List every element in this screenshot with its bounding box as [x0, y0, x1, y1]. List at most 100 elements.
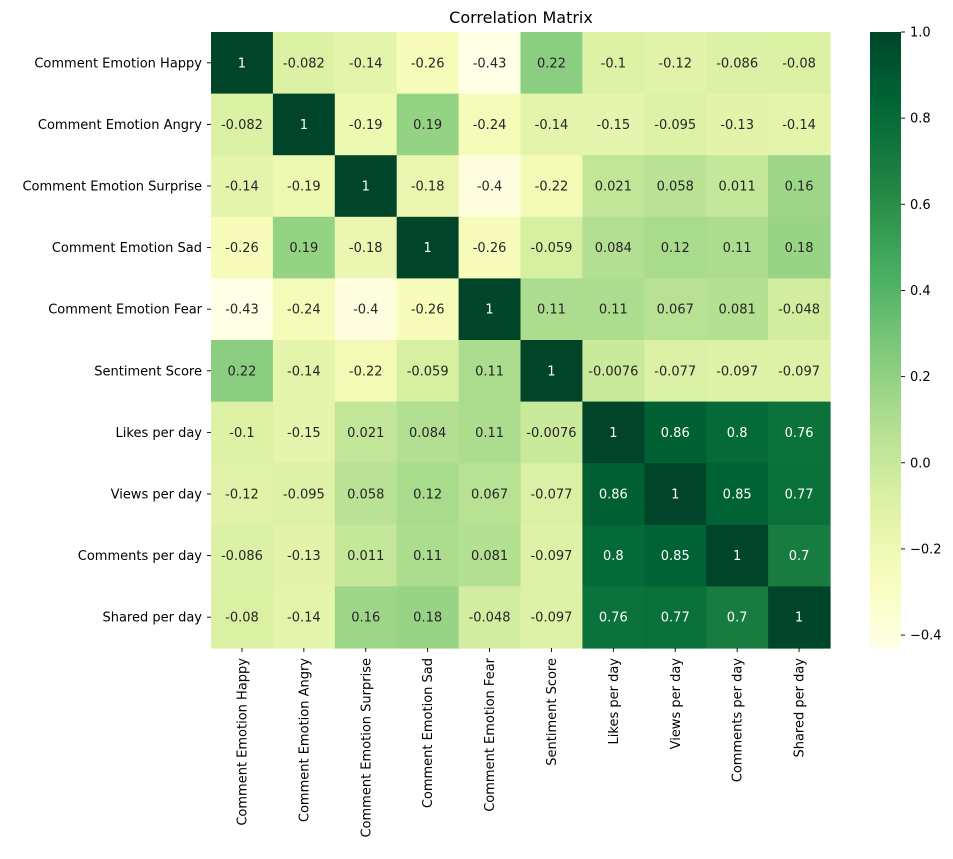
heatmap-cell-label: -0.097	[716, 364, 758, 379]
heatmap-cell-label: -0.08	[225, 611, 259, 626]
heatmap-cell-label: 0.067	[471, 488, 508, 503]
heatmap-cell-label: 0.22	[227, 364, 256, 379]
heatmap-cell	[334, 93, 398, 156]
heatmap-cell	[582, 278, 645, 341]
heatmap-cell-label: -0.43	[225, 303, 259, 318]
heatmap-cell-label: -0.077	[654, 364, 696, 379]
colorbar-tick-label: 0.0	[910, 456, 931, 471]
heatmap-cell-label: -0.15	[287, 426, 321, 441]
y-axis-tick-label: Comment Emotion Happy	[34, 56, 202, 71]
heatmap-cell	[334, 401, 398, 464]
heatmap-cell	[458, 93, 522, 156]
heatmap-cell	[334, 32, 398, 95]
heatmap-cell-label: 0.77	[661, 611, 690, 626]
heatmap-cell	[768, 155, 831, 218]
heatmap-cell	[768, 278, 831, 341]
colorbar-tick-label: −0.2	[910, 542, 942, 557]
heatmap-cell-label: -0.13	[287, 549, 321, 564]
heatmap-cell-label: -0.14	[349, 56, 383, 71]
heatmap-cell	[706, 401, 769, 464]
heatmap-cell	[396, 216, 460, 279]
heatmap-cell-label: -0.048	[778, 303, 820, 318]
heatmap-cell-label: 0.86	[599, 488, 628, 503]
heatmap-cell-label: -0.26	[411, 56, 445, 71]
heatmap-cell	[396, 155, 460, 218]
heatmap-cell-label: 1	[733, 549, 741, 564]
heatmap-cell	[458, 463, 522, 526]
heatmap-cell-label: 1	[795, 611, 803, 626]
heatmap-cell	[644, 401, 707, 464]
heatmap-cell-label: -0.22	[535, 180, 569, 195]
y-axis-tick-label: Sentiment Score	[94, 364, 202, 379]
heatmap-cell-label: -0.097	[778, 364, 820, 379]
heatmap-cell	[768, 524, 831, 587]
y-axis-tick-label: Comment Emotion Sad	[52, 241, 202, 256]
heatmap-cell-label: -0.24	[287, 303, 321, 318]
y-axis-tick-label: Shared per day	[102, 611, 202, 626]
heatmap-cell	[706, 216, 769, 279]
heatmap-cell-label: 1	[238, 56, 246, 71]
x-axis-tick-labels: Comment Emotion Happy Comment Emotion Ang…	[235, 648, 808, 838]
heatmap-cell-label: -0.19	[349, 118, 383, 133]
heatmap-cell	[211, 586, 274, 649]
heatmap-cell-label: -0.12	[658, 56, 692, 71]
heatmap-cell	[644, 32, 707, 95]
heatmap-cell-labels: 1 -0.082 -0.14 -0.26 -0.43 0.22 -0.1 -0.12 -0.08…	[221, 56, 820, 625]
heatmap-cell	[644, 278, 707, 341]
chart-title: Correlation Matrix	[449, 8, 593, 27]
heatmap-cell	[272, 340, 336, 403]
heatmap-cell	[582, 155, 645, 218]
heatmap-cell	[644, 524, 707, 587]
heatmap-cell	[272, 401, 336, 464]
heatmap-cell-label: 0.084	[409, 426, 446, 441]
heatmap-cell	[706, 524, 769, 587]
heatmap-cell-label: 0.11	[475, 426, 504, 441]
heatmap-cell-label: -0.097	[530, 549, 572, 564]
heatmap-cell-label: 0.8	[603, 549, 624, 564]
y-axis-tick-label: Comment Emotion Surprise	[22, 180, 202, 195]
heatmap-cell-label: 0.18	[785, 241, 814, 256]
heatmap-cell	[334, 586, 398, 649]
colorbar-tick-label: 0.6	[910, 198, 931, 213]
heatmap-cell	[396, 401, 460, 464]
heatmap-cell-label: -0.0076	[588, 364, 638, 379]
heatmap-cell	[272, 93, 336, 156]
heatmap-cell-label: -0.14	[287, 364, 321, 379]
heatmap-cell	[272, 524, 336, 587]
heatmap-cell-label: -0.095	[283, 488, 325, 503]
heatmap-cell	[458, 524, 522, 587]
heatmap-cell-label: 0.7	[727, 611, 748, 626]
heatmap-cell-label: -0.14	[225, 180, 259, 195]
heatmap-cell	[582, 463, 645, 526]
heatmap-cell-label: 1	[671, 488, 679, 503]
heatmap-cell-label: 0.11	[599, 303, 628, 318]
heatmap-cell	[211, 155, 274, 218]
heatmap-cell	[644, 93, 707, 156]
heatmap-cell	[272, 216, 336, 279]
heatmap-cell	[272, 32, 336, 95]
colorbar-tick-label: 0.2	[910, 370, 931, 385]
colorbar: 1.0 0.8 0.6 0.4 0.2 0.0 −0.2 −0.4	[870, 26, 942, 648]
heatmap-cell-label: 1	[485, 303, 493, 318]
heatmap-cell-label: -0.24	[473, 118, 507, 133]
heatmap-cell-label: -0.26	[473, 241, 507, 256]
heatmap-cell-label: 0.85	[723, 488, 752, 503]
heatmap-cell-label: 0.11	[537, 303, 566, 318]
heatmap-cell-label: 1	[362, 180, 370, 195]
x-axis-tick-label: Sentiment Score	[545, 658, 560, 766]
heatmap-cell	[272, 155, 336, 218]
heatmap-cell	[334, 155, 398, 218]
heatmap-cell	[644, 216, 707, 279]
y-axis-tick-label: Comments per day	[78, 549, 203, 564]
heatmap-cell	[768, 32, 831, 95]
heatmap-cells	[211, 32, 831, 649]
heatmap-cell	[396, 93, 460, 156]
heatmap-cell-label: 1	[547, 364, 555, 379]
heatmap-cell	[644, 155, 707, 218]
heatmap-cell-label: -0.4	[353, 303, 378, 318]
heatmap-cell-label: 0.12	[413, 488, 442, 503]
heatmap-cell	[520, 340, 583, 403]
heatmap-cell	[706, 340, 769, 403]
heatmap-cell-label: -0.059	[407, 364, 449, 379]
heatmap-cell-label: -0.26	[411, 303, 445, 318]
